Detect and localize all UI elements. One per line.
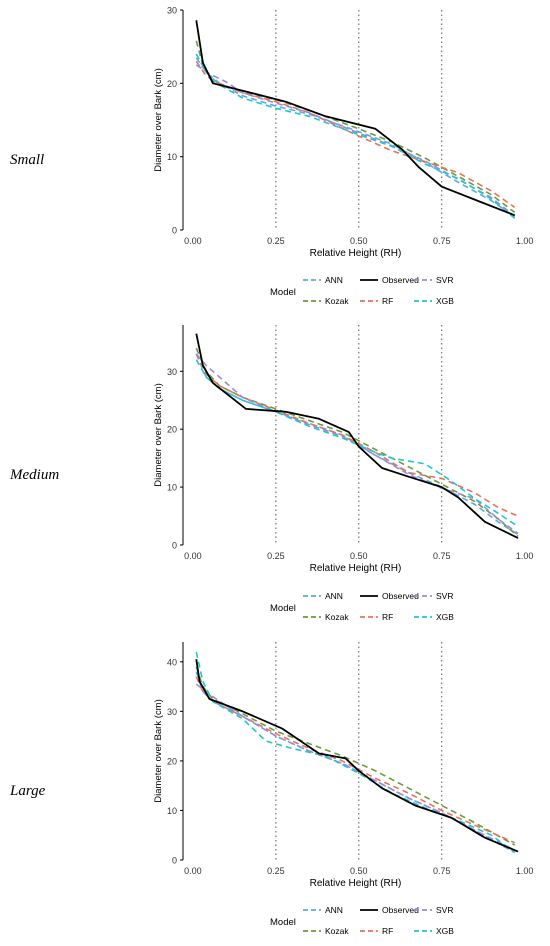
legend-item-rf: RF bbox=[360, 926, 393, 936]
legend-label: ANN bbox=[325, 275, 343, 285]
legend-item-kozak: Kozak bbox=[303, 296, 349, 306]
legend-label: ANN bbox=[325, 591, 343, 601]
y-tick-label: 0 bbox=[172, 226, 177, 236]
legend-title: Model bbox=[270, 917, 296, 928]
series-line-svr bbox=[195, 64, 516, 217]
legend-item-svr: SVR bbox=[414, 591, 453, 601]
series-line-observed bbox=[195, 20, 516, 217]
x-axis-label: Relative Height (RH) bbox=[310, 878, 402, 889]
x-tick-label: 0.50 bbox=[350, 866, 368, 876]
y-axis-label: Diameter over Bark (cm) bbox=[153, 68, 164, 171]
legend-title: Model bbox=[270, 287, 296, 298]
chart-small: 0 10 20 30 0.00 0.25 0.50 0.75 1.00 Relative Heig… bbox=[153, 6, 534, 307]
series-line-xgb bbox=[195, 651, 516, 854]
legend-item-svr: SVR bbox=[414, 905, 453, 915]
y-tick-label: 10 bbox=[167, 806, 177, 816]
x-tick-label: 0.75 bbox=[433, 236, 451, 246]
y-axis-label: Diameter over Bark (cm) bbox=[153, 699, 164, 802]
legend-item-observed: Observed bbox=[360, 905, 419, 915]
y-tick-label: 0 bbox=[172, 856, 177, 866]
legend-item-ann: ANN bbox=[303, 591, 343, 601]
chart-large: 0 10 20 30 40 0.00 0.25 0.50 0.75 1.00 Relative He… bbox=[153, 642, 534, 936]
x-tick-label: 0.25 bbox=[267, 866, 285, 876]
legend-label: SVR bbox=[436, 591, 453, 601]
legend-label: Kozak bbox=[325, 926, 349, 936]
group-label: Medium bbox=[10, 467, 60, 483]
legend-label: Kozak bbox=[325, 612, 349, 622]
x-tick-label: 1.00 bbox=[516, 236, 534, 246]
y-tick-label: 40 bbox=[167, 657, 177, 667]
series-line-xgb bbox=[195, 53, 516, 219]
legend-item-rf: RF bbox=[360, 296, 393, 306]
y-tick-label: 20 bbox=[167, 425, 177, 435]
x-tick-label: 0.50 bbox=[350, 236, 368, 246]
legend-label: XGB bbox=[436, 926, 454, 936]
x-tick-label: 0.00 bbox=[184, 866, 202, 876]
legend-item-svr: SVR bbox=[414, 275, 453, 285]
y-tick-label: 0 bbox=[172, 541, 177, 551]
legend-item-kozak: Kozak bbox=[303, 612, 349, 622]
x-tick-label: 0.75 bbox=[433, 866, 451, 876]
series-line-svr bbox=[195, 353, 519, 535]
x-axis-label: Relative Height (RH) bbox=[310, 563, 402, 574]
series-line-rf bbox=[195, 353, 519, 517]
legend-label: Observed bbox=[382, 905, 419, 915]
series-line-observed bbox=[195, 659, 519, 853]
x-tick-label: 0.75 bbox=[433, 551, 451, 561]
panel-small: Small 0 10 20 30 0.00 0.25 0.50 0.75 1.00 Relativ… bbox=[0, 0, 550, 315]
x-tick-label: 1.00 bbox=[516, 551, 534, 561]
legend-label: RF bbox=[382, 926, 393, 936]
legend-title: Model bbox=[270, 603, 296, 614]
y-tick-label: 20 bbox=[167, 756, 177, 766]
series-line-observed bbox=[195, 333, 519, 539]
x-tick-label: 0.00 bbox=[184, 551, 202, 561]
group-label: Large bbox=[10, 783, 46, 799]
x-axis-label: Relative Height (RH) bbox=[310, 248, 402, 259]
y-axis-label: Diameter over Bark (cm) bbox=[153, 383, 164, 486]
legend-label: ANN bbox=[325, 905, 343, 915]
legend-item-observed: Observed bbox=[360, 275, 419, 285]
legend-item-xgb: XGB bbox=[414, 612, 454, 622]
legend-item-kozak: Kozak bbox=[303, 926, 349, 936]
legend-item-ann: ANN bbox=[303, 905, 343, 915]
legend-item-rf: RF bbox=[360, 612, 393, 622]
legend-label: Observed bbox=[382, 275, 419, 285]
y-tick-label: 20 bbox=[167, 79, 177, 89]
series-line-ann bbox=[195, 57, 516, 218]
series-line-rf bbox=[195, 676, 516, 844]
panel-large: Large 0 10 20 30 40 0.00 0.25 0.50 0.75 1.00 Relat… bbox=[0, 630, 550, 941]
x-tick-label: 0.50 bbox=[350, 551, 368, 561]
x-tick-label: 1.00 bbox=[516, 866, 534, 876]
legend-item-xgb: XGB bbox=[414, 926, 454, 936]
legend-label: RF bbox=[382, 612, 393, 622]
x-tick-label: 0.00 bbox=[184, 236, 202, 246]
x-tick-label: 0.25 bbox=[267, 236, 285, 246]
legend-label: Kozak bbox=[325, 296, 349, 306]
legend-label: Observed bbox=[382, 591, 419, 601]
legend-label: RF bbox=[382, 296, 393, 306]
legend-label: SVR bbox=[436, 905, 453, 915]
legend-label: XGB bbox=[436, 296, 454, 306]
y-tick-label: 10 bbox=[167, 483, 177, 493]
group-label: Small bbox=[10, 152, 45, 168]
chart-medium: 0 10 20 30 0.00 0.25 0.50 0.75 1.00 Relative Heig… bbox=[153, 325, 534, 622]
y-tick-label: 10 bbox=[167, 152, 177, 162]
legend-item-observed: Observed bbox=[360, 591, 419, 601]
panel-medium: Medium 0 10 20 30 0.00 0.25 0.50 0.75 1.00 Relati… bbox=[0, 315, 550, 630]
y-tick-label: 30 bbox=[167, 707, 177, 717]
series-line-kozak bbox=[195, 666, 516, 846]
x-tick-label: 0.25 bbox=[267, 551, 285, 561]
y-tick-label: 30 bbox=[167, 367, 177, 377]
legend-label: XGB bbox=[436, 612, 454, 622]
legend-item-xgb: XGB bbox=[414, 296, 454, 306]
legend-label: SVR bbox=[436, 275, 453, 285]
legend-item-ann: ANN bbox=[303, 275, 343, 285]
y-tick-label: 30 bbox=[167, 6, 177, 16]
